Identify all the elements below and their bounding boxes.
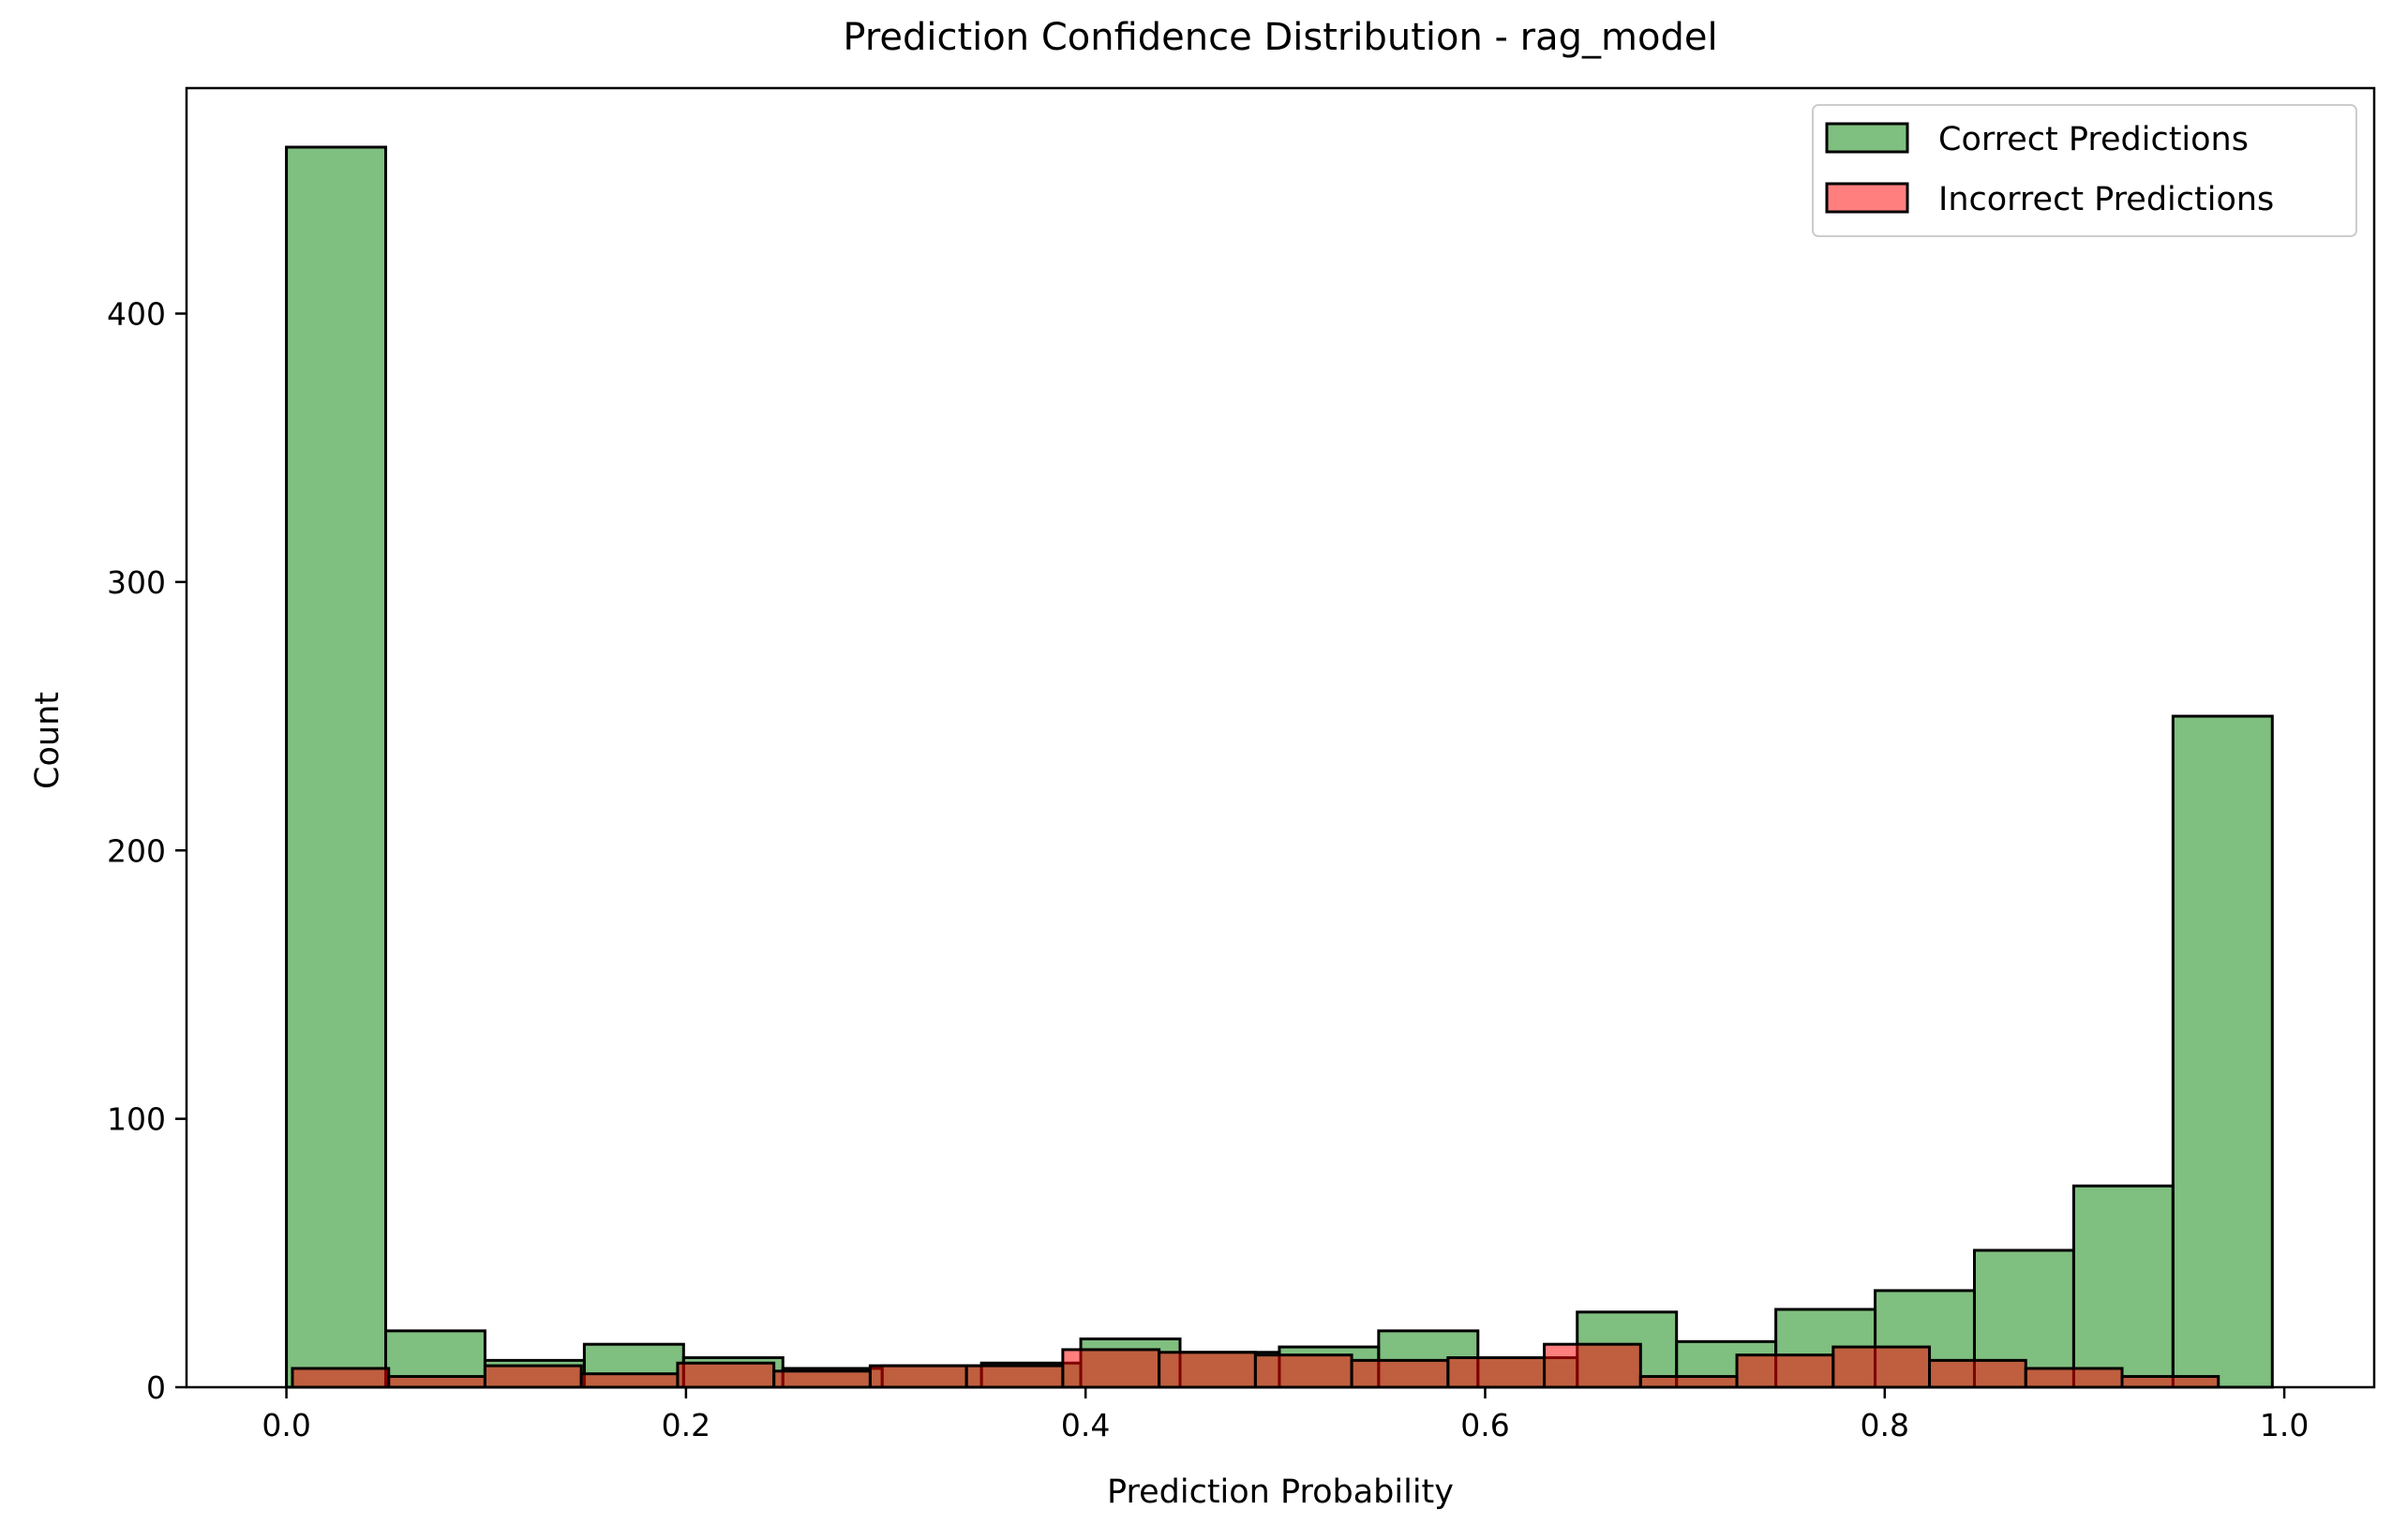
- bar-incorrect-11: [1350, 1358, 1450, 1389]
- y-axis-label: Count: [29, 692, 67, 789]
- x-tick-label: 0.0: [262, 1407, 310, 1443]
- bar-incorrect-5: [772, 1369, 872, 1389]
- bars-layer: [285, 145, 2274, 1389]
- chart-title: Prediction Confidence Distribution - rag…: [843, 16, 1717, 59]
- x-tick-label: 0.8: [1861, 1407, 1909, 1443]
- bar-incorrect-9: [1158, 1351, 1257, 1389]
- bar-incorrect-13: [1543, 1342, 1642, 1389]
- bar-correct-18: [2071, 1184, 2175, 1389]
- ticks-layer: 0.0 0.2 0.4 0.6 0.8 1.0 0 100 200 300 400: [107, 296, 2309, 1443]
- bar-incorrect-19: [2120, 1375, 2220, 1389]
- bar-incorrect-0: [291, 1367, 391, 1389]
- bar-correct-0: [285, 145, 388, 1389]
- bar-incorrect-18: [2024, 1367, 2124, 1389]
- legend-label: Incorrect Predictions: [1938, 181, 2274, 218]
- bar-incorrect-12: [1446, 1356, 1547, 1389]
- bar-incorrect-16: [1831, 1345, 1932, 1389]
- bar-incorrect-4: [676, 1361, 776, 1389]
- legend-swatch-correct: [1825, 122, 1909, 154]
- bar-incorrect-14: [1638, 1375, 1739, 1389]
- x-tick-label: 0.4: [1061, 1407, 1110, 1443]
- legend: Correct Predictions Incorrect Predictions: [1812, 104, 2357, 237]
- x-tick-label: 1.0: [2260, 1407, 2309, 1443]
- bar-incorrect-17: [1928, 1358, 2027, 1389]
- bar-incorrect-6: [868, 1364, 968, 1389]
- bar-correct-19: [2171, 714, 2274, 1389]
- legend-frame: [1812, 104, 2357, 237]
- bar-incorrect-2: [483, 1364, 583, 1389]
- plot-frame: [185, 86, 2376, 1389]
- bar-incorrect-10: [1253, 1353, 1353, 1389]
- bar-incorrect-1: [387, 1375, 486, 1389]
- y-tick-label: 400: [107, 296, 166, 333]
- bar-incorrect-3: [579, 1372, 680, 1389]
- x-axis-label: Prediction Probability: [1107, 1473, 1454, 1511]
- bar-incorrect-7: [964, 1364, 1065, 1389]
- bar-incorrect-15: [1735, 1353, 1835, 1389]
- y-tick-label: 200: [107, 832, 166, 869]
- y-tick-label: 300: [107, 564, 166, 601]
- x-tick-label: 0.2: [662, 1407, 710, 1443]
- y-tick-label: 0: [146, 1369, 166, 1406]
- legend-swatch-incorrect: [1825, 182, 1909, 214]
- y-tick-label: 100: [107, 1101, 166, 1138]
- x-tick-label: 0.6: [1460, 1407, 1509, 1443]
- bar-incorrect-8: [1061, 1348, 1161, 1389]
- legend-label: Correct Predictions: [1938, 121, 2249, 158]
